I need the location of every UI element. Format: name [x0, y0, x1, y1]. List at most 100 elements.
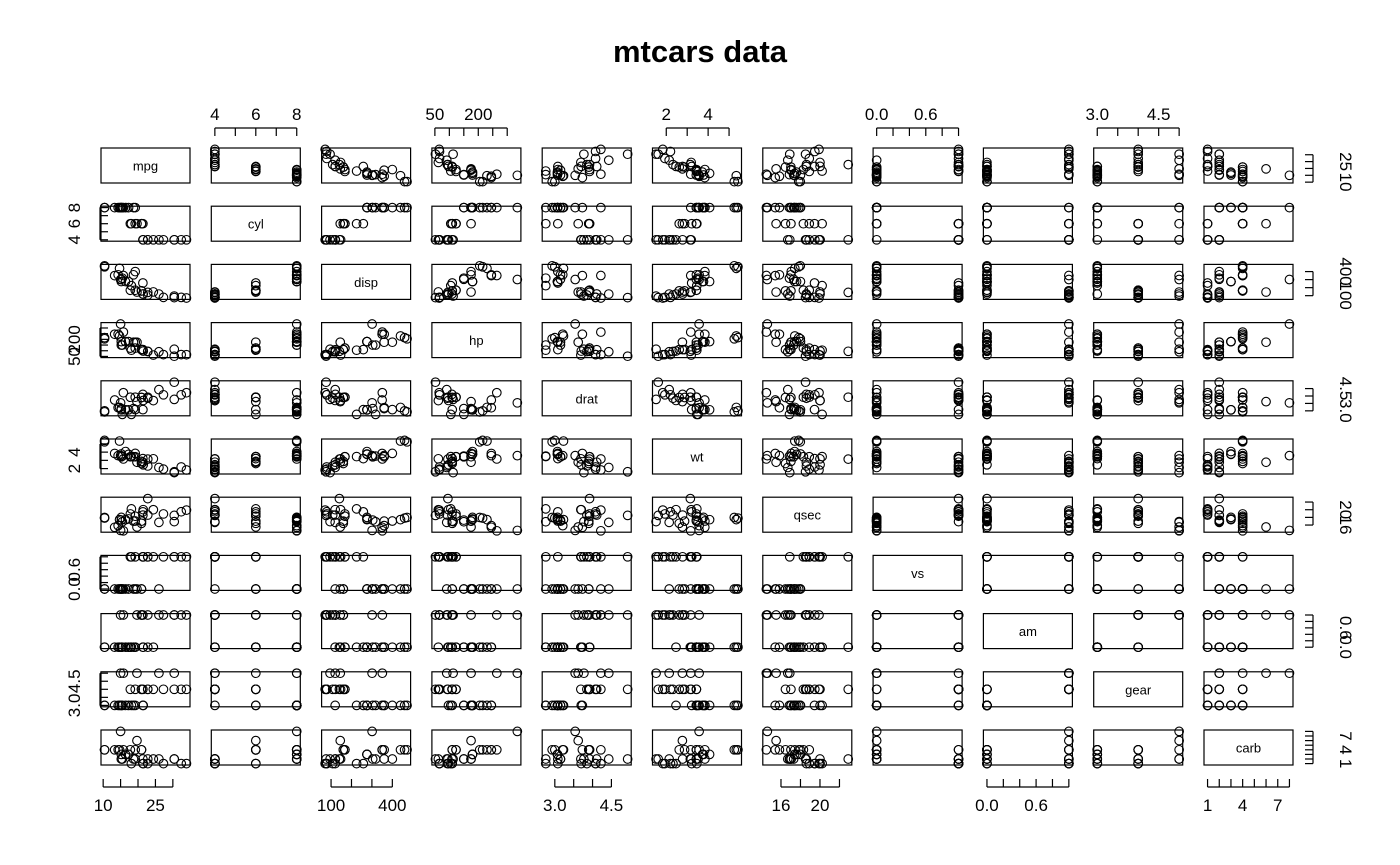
data-point [1226, 446, 1236, 457]
panel-border [541, 496, 632, 533]
data-point [1214, 164, 1225, 175]
data-point [733, 332, 743, 343]
data-point [458, 700, 469, 711]
data-point [817, 409, 827, 420]
data-point [552, 266, 563, 277]
data-point [558, 584, 569, 594]
tick-label: 25 [1336, 152, 1355, 171]
data-point [325, 234, 335, 245]
data-point [704, 202, 715, 213]
variable-label-am: am [1019, 624, 1037, 639]
data-point [784, 551, 795, 562]
data-point [694, 170, 704, 181]
panel-qsec-vs-mpg [99, 493, 192, 536]
data-point [118, 610, 129, 620]
data-point [651, 234, 661, 245]
data-point [798, 392, 809, 403]
data-point [798, 164, 809, 175]
data-point [132, 584, 142, 594]
panel-disp-vs-drat [540, 260, 633, 303]
data-point [982, 584, 992, 594]
data-point [291, 387, 302, 398]
panel-border [762, 147, 853, 184]
panel-disp-vs-wt [651, 260, 743, 303]
data-point [795, 436, 806, 447]
data-point [430, 684, 441, 695]
tick-label: 0.6 [914, 105, 938, 124]
data-point [458, 584, 469, 594]
data-point [698, 276, 709, 287]
data-point [622, 149, 633, 160]
data-point [1133, 395, 1144, 406]
data-point [125, 509, 136, 519]
data-point [694, 319, 704, 329]
data-point [320, 465, 331, 475]
data-point [671, 234, 681, 245]
data-point [982, 202, 992, 213]
data-point [118, 387, 129, 398]
data-point [325, 668, 335, 679]
data-point [699, 744, 710, 755]
data-point [784, 668, 795, 679]
data-point [138, 218, 148, 229]
data-point [330, 642, 341, 653]
panel-border [982, 263, 1074, 300]
data-point [982, 395, 992, 405]
data-point [250, 509, 261, 519]
data-point [575, 350, 586, 360]
data-point [1174, 610, 1184, 620]
data-point [540, 169, 551, 180]
panel-am-vs-cyl [210, 610, 302, 653]
data-point [570, 319, 581, 329]
data-point [1174, 170, 1184, 181]
data-point [130, 642, 141, 653]
variable-label-carb: carb [1236, 741, 1261, 756]
data-point [210, 377, 220, 388]
panel-vs-vs-carb [1202, 551, 1295, 594]
data-point [250, 511, 261, 522]
data-point [334, 234, 345, 245]
data-point [1214, 394, 1225, 405]
data-point [1214, 377, 1225, 388]
data-point [321, 377, 331, 388]
data-point [595, 551, 606, 562]
data-point [402, 700, 412, 711]
data-point [466, 287, 476, 297]
data-point [804, 610, 815, 620]
data-point [595, 270, 606, 281]
data-point [795, 333, 806, 344]
data-point [1202, 459, 1213, 470]
data-point [1063, 344, 1074, 355]
data-point [335, 668, 346, 679]
data-point [210, 349, 220, 360]
x-axis-hp: 50 200 [425, 105, 508, 136]
data-point [1237, 454, 1248, 464]
data-point [132, 457, 142, 468]
data-point [250, 584, 261, 594]
data-point [482, 436, 492, 446]
data-point [731, 584, 742, 594]
data-point [815, 289, 825, 299]
panel-border [210, 671, 301, 708]
data-point [982, 404, 992, 415]
data-point [1202, 551, 1213, 562]
data-point [1214, 462, 1225, 473]
data-point [982, 551, 992, 562]
data-point [804, 451, 815, 462]
data-point [761, 387, 772, 398]
data-point [512, 450, 523, 461]
data-point [982, 234, 992, 245]
data-point [552, 642, 563, 653]
data-point [1063, 289, 1074, 299]
data-point [685, 668, 696, 679]
data-point [434, 684, 445, 695]
tick-label: 16 [772, 796, 791, 815]
variable-label-wt: wt [690, 450, 704, 465]
data-point [871, 234, 882, 245]
data-point [953, 510, 964, 520]
data-point [591, 551, 602, 562]
data-point [370, 700, 381, 711]
data-point [482, 263, 492, 274]
data-point [782, 584, 793, 594]
data-point [169, 551, 180, 562]
